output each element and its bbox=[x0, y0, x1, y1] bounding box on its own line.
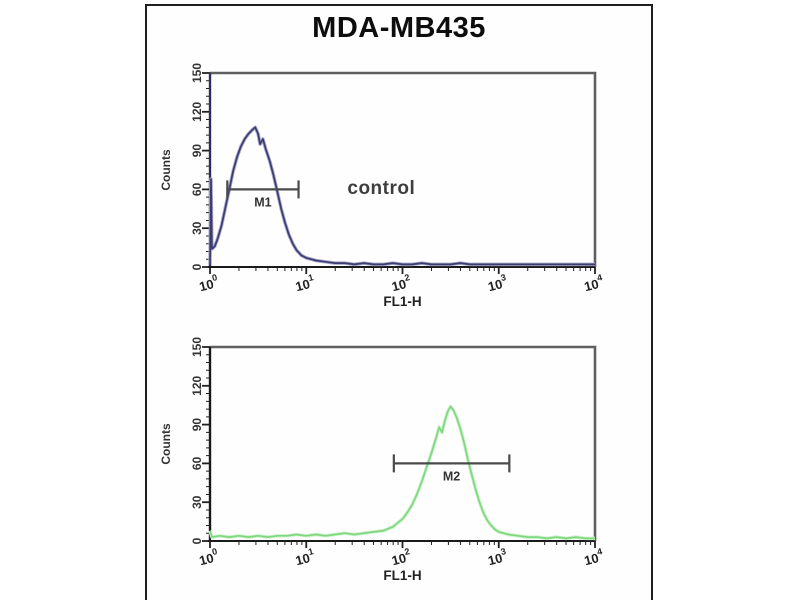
x-tick-label: 104 bbox=[582, 546, 605, 568]
marker-bracket bbox=[392, 454, 511, 473]
x-tick-label: 104 bbox=[582, 272, 605, 294]
x-tick-label: 101 bbox=[293, 272, 316, 294]
histogram-curve bbox=[209, 126, 595, 266]
x-tick-label: 100 bbox=[197, 546, 220, 568]
histogram-curve bbox=[209, 405, 595, 540]
x-tick-label: 103 bbox=[486, 546, 509, 568]
x-tick-label: 102 bbox=[389, 272, 412, 294]
y-tick-label: 30 bbox=[190, 221, 204, 235]
y-tick-label: 90 bbox=[190, 418, 204, 432]
y-tick-label: 90 bbox=[190, 144, 204, 158]
chart-control-histogram: 0 30 60 90 120 150 100 101 102 103 104 Counts FL1-H M… bbox=[159, 63, 605, 309]
plot-frame bbox=[210, 345, 597, 541]
y-tick-label: 120 bbox=[190, 375, 204, 395]
x-minor-ticks bbox=[238, 267, 592, 271]
y-tick-label: 120 bbox=[190, 101, 204, 121]
figure-panel: MDA-MB435 bbox=[145, 4, 653, 600]
y-tick-label: 60 bbox=[190, 456, 204, 470]
x-tick-label: 103 bbox=[486, 272, 509, 294]
plot-frame bbox=[210, 71, 597, 267]
x-minor-ticks bbox=[238, 541, 592, 545]
marker-label: M2 bbox=[443, 469, 460, 483]
chart-stained-histogram: 0 30 60 90 120 150 100 101 102 103 104 Counts FL1-H M… bbox=[159, 337, 605, 583]
y-tick-label: 60 bbox=[190, 182, 204, 196]
marker-bracket bbox=[226, 180, 300, 199]
y-axis-title: Counts bbox=[159, 423, 173, 465]
y-tick-label: 0 bbox=[190, 537, 204, 544]
y-axis-title: Counts bbox=[159, 149, 173, 191]
x-tick-label: 102 bbox=[389, 546, 412, 568]
y-tick-label: 150 bbox=[190, 337, 204, 357]
y-tick-label: 30 bbox=[190, 495, 204, 509]
marker-label: M1 bbox=[254, 195, 271, 209]
annotation-control: control bbox=[347, 178, 415, 199]
y-tick-label: 150 bbox=[190, 63, 204, 83]
figure-title: MDA-MB435 bbox=[312, 12, 486, 44]
x-axis-title: FL1-H bbox=[383, 568, 421, 583]
x-tick-label: 100 bbox=[197, 272, 220, 294]
x-tick-label: 101 bbox=[293, 546, 316, 568]
x-axis-title: FL1-H bbox=[383, 294, 421, 309]
y-tick-label: 0 bbox=[190, 263, 204, 270]
